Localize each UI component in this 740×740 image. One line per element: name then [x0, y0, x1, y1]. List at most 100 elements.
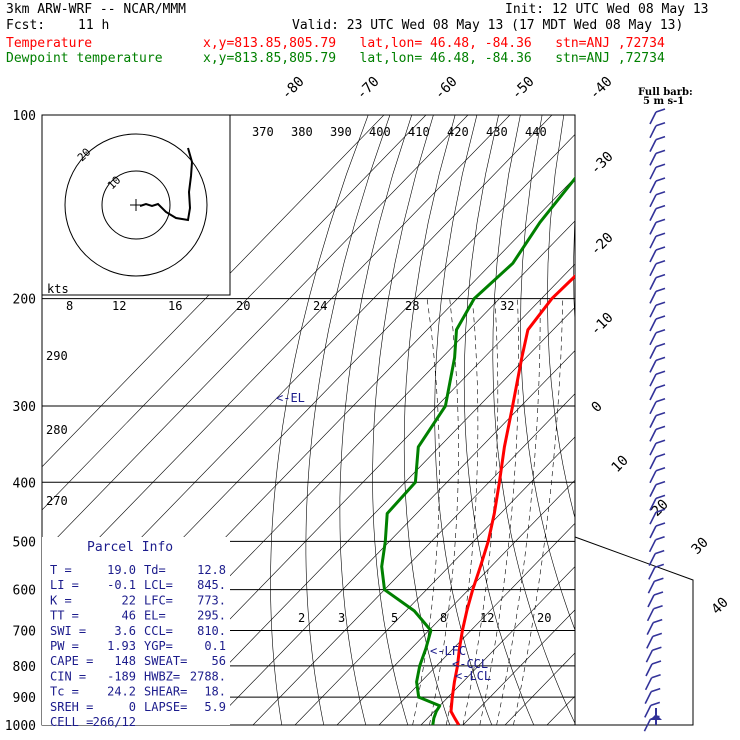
ccl-marker: <-CCL [452, 657, 488, 671]
parcel-label: K = [50, 593, 72, 607]
parcel-value: 2788. [190, 669, 226, 683]
parcel-value: 3.6 [114, 624, 136, 638]
dewpoint-profile [380, 176, 575, 725]
theta-label: 390 [330, 125, 352, 139]
wind-barb [649, 484, 657, 497]
isotherm-line [420, 566, 575, 725]
mixing-ratio-low-label: 5 [391, 611, 398, 625]
parcel-value: 0.1 [204, 639, 226, 653]
background-panels [575, 463, 740, 725]
wind-barb [655, 425, 666, 431]
wind-barb [649, 511, 657, 525]
parcel-label: CELL = [50, 715, 93, 729]
theta-label: 370 [252, 125, 274, 139]
wind-barb [649, 235, 657, 249]
mixing-ratio-label: 20 [236, 299, 250, 313]
wind-barb [649, 139, 657, 152]
isotherm-label: -10 [588, 310, 617, 339]
isotherm-line [42, 115, 511, 597]
wind-barb [649, 180, 657, 194]
dry-adiabat-label: 290 [46, 349, 68, 363]
parcel-value: 56 [212, 654, 226, 668]
sounding-profiles [380, 176, 575, 725]
parcel-value: 19.0 [107, 563, 136, 577]
wind-barb [655, 273, 666, 279]
theta-label: 380 [291, 125, 313, 139]
mixing-ratio-low-label: 8 [440, 611, 447, 625]
isotherm-line [378, 522, 575, 725]
parcel-label: Td= [144, 563, 166, 577]
parcel-label: CAPE = [50, 654, 93, 668]
wind-barb [655, 149, 666, 155]
parcel-value: 5.9 [204, 700, 226, 714]
wind-barb [649, 429, 657, 442]
wind-barb [644, 705, 652, 718]
isotherm-line [294, 436, 575, 725]
theta-label: 430 [486, 125, 508, 139]
wind-barb [651, 660, 662, 665]
forecast-label: Fcst: [6, 18, 46, 33]
pressure-label-600: 600 [13, 584, 36, 599]
dewpoint-location: x,y=813.85,805.79 lat,lon= 46.48, -84.36… [203, 51, 665, 66]
hodograph-trace [139, 147, 194, 222]
wind-barb [655, 398, 666, 403]
parcel-info-bg [42, 537, 230, 725]
theta-label: 440 [525, 125, 547, 139]
wind-barb [655, 135, 666, 141]
wind-barb [655, 218, 666, 224]
pressure-label-800: 800 [13, 660, 36, 675]
lcl-marker: <-LCL [455, 669, 491, 683]
wind-barb [655, 356, 666, 362]
parcel-label: HWBZ= [144, 669, 180, 683]
isotherm-label: -60 [432, 74, 461, 103]
wind-barb [649, 291, 657, 304]
pressure-label-500: 500 [13, 535, 36, 550]
isotherm-label: -30 [588, 149, 617, 178]
theta-label: 410 [408, 125, 430, 139]
dry-adiabat [270, 115, 369, 725]
dry-adiabat [573, 214, 575, 328]
wind-barb [644, 691, 652, 704]
wind-barb [654, 549, 665, 555]
parcel-value: 810. [197, 624, 226, 638]
isotherm-line [336, 479, 575, 725]
wind-barb [655, 108, 666, 113]
dry-adiabat [434, 115, 493, 725]
level-markers: <-LFC <-CCL <-LCL <-EL [276, 391, 491, 683]
wind-barb [644, 677, 653, 691]
dry-adiabat [305, 115, 391, 725]
temperature-location: x,y=813.85,805.79 lat,lon= 46.48, -84.36… [203, 36, 665, 51]
mixing-ratio-low-label: 20 [537, 611, 551, 625]
wind-barb [649, 166, 657, 180]
wind-barb [654, 577, 664, 582]
dry-adiabat [520, 115, 575, 631]
wind-barb [655, 177, 666, 182]
pressure-label-1000: 1000 [5, 719, 36, 734]
parcel-value: 773. [197, 593, 226, 607]
wind-barb [655, 232, 666, 237]
wind-barb [655, 522, 666, 527]
wind-barb [649, 498, 657, 511]
wind-barb [655, 453, 666, 458]
pressure-label-200: 200 [13, 293, 36, 308]
wind-barb [645, 663, 653, 677]
wind-barb [649, 525, 657, 539]
plot-border [41, 114, 576, 726]
wind-barb [649, 208, 657, 221]
pressure-label-400: 400 [13, 476, 36, 491]
isotherm-line [42, 115, 469, 554]
wind-barb [653, 591, 664, 596]
isotherm-label: -70 [354, 74, 383, 103]
theta-label: 400 [369, 125, 391, 139]
parcel-value: -189 [107, 669, 136, 683]
wind-barb [655, 467, 666, 472]
wind-barb [650, 714, 662, 720]
mixing-ratio-low-label: 2 [298, 611, 305, 625]
wind-barb [647, 594, 655, 608]
wind-barb [655, 342, 666, 348]
dry-adiabat [492, 115, 575, 725]
wind-barb [648, 539, 657, 553]
